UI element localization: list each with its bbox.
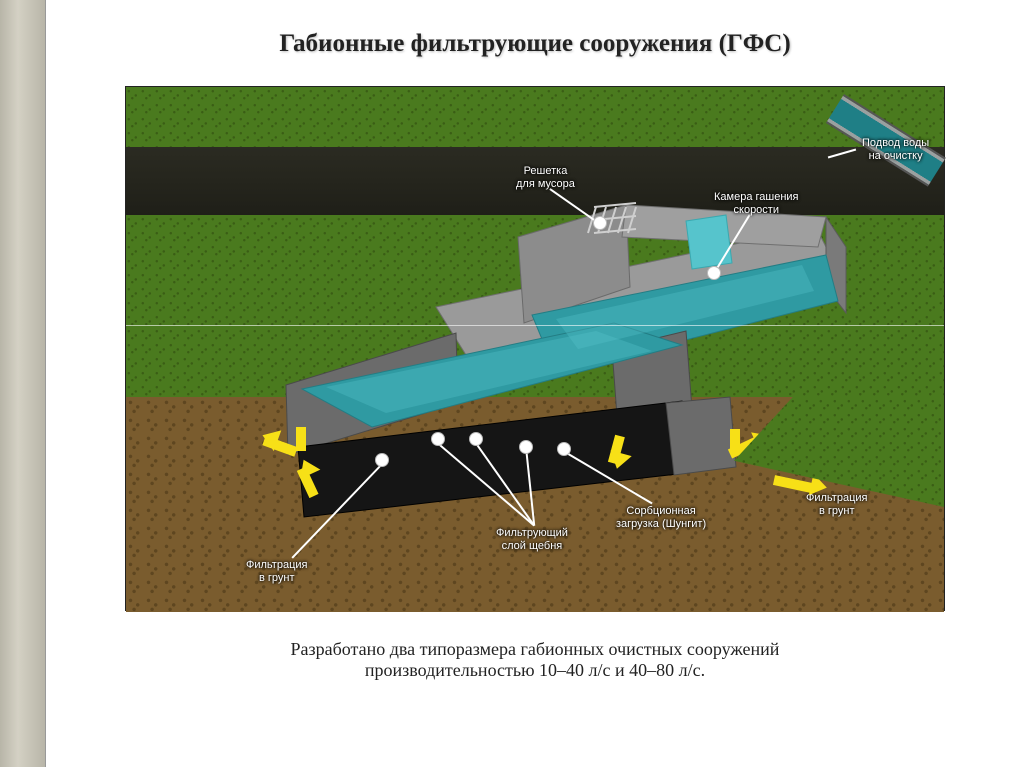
callout-marker [519,440,533,454]
caption-line-1: Разработано два типоразмера габионных оч… [291,639,780,660]
label-filtration_l-l2: в грунт [246,572,307,585]
label-sorption-l1: Сорбционная [616,505,706,518]
label-inlet-l2: на очистку [862,150,929,163]
flow-arrow-3 [773,475,814,493]
label-chamber: Камера гашенияскорости [714,191,799,216]
label-filtration_r-l2: в грунт [806,505,867,518]
caption: Разработано два типоразмера габионных оч… [291,639,780,681]
flow-arrow-2-bend [730,429,740,453]
label-filtration_l: Фильтрацияв грунт [246,559,307,584]
leader-line [828,149,856,158]
label-filtration_l-l1: Фильтрация [246,559,307,572]
slide-sidebar [0,0,46,767]
label-sorption-l2: загрузка (Шунгит) [616,518,706,531]
label-inlet-l1: Подвод воды [862,137,929,150]
label-chamber-l1: Камера гашения [714,191,799,204]
label-filter_layer-l2: слой щебня [496,540,568,553]
label-sorption: Сорбционнаязагрузка (Шунгит) [616,505,706,530]
flow-arrow-head-1 [294,455,321,479]
slide-main: Габионные фильтрующие сооружения (ГФС) [46,0,1024,767]
callout-marker [469,432,483,446]
label-inlet: Подвод водына очистку [862,137,929,162]
flow-arrow-0-bend [296,427,306,451]
caption-line-2: производительностью 10–40 л/с и 40–80 л/… [291,660,780,681]
label-grate: Решеткадля мусора [516,165,575,190]
callout-marker [593,216,607,230]
callout-marker [557,442,571,456]
annotations-layer: Подвод водына очистку Решеткадля мусора Ка… [126,87,944,610]
callout-marker [431,432,445,446]
label-filter_layer-l1: Фильтрующий [496,527,568,540]
page-title: Габионные фильтрующие сооружения (ГФС) [279,30,790,58]
flow-arrow-head-4 [606,450,631,471]
label-chamber-l2: скорости [714,204,799,217]
horizon-line [126,325,944,326]
callout-marker [375,453,389,467]
label-grate-l1: Решетка [516,165,575,178]
label-filter_layer: Фильтрующийслой щебня [496,527,568,552]
label-grate-l2: для мусора [516,178,575,191]
callout-marker [707,266,721,280]
gfs-diagram: Подвод водына очистку Решеткадля мусора Ка… [125,86,945,611]
leader-line [713,214,750,274]
